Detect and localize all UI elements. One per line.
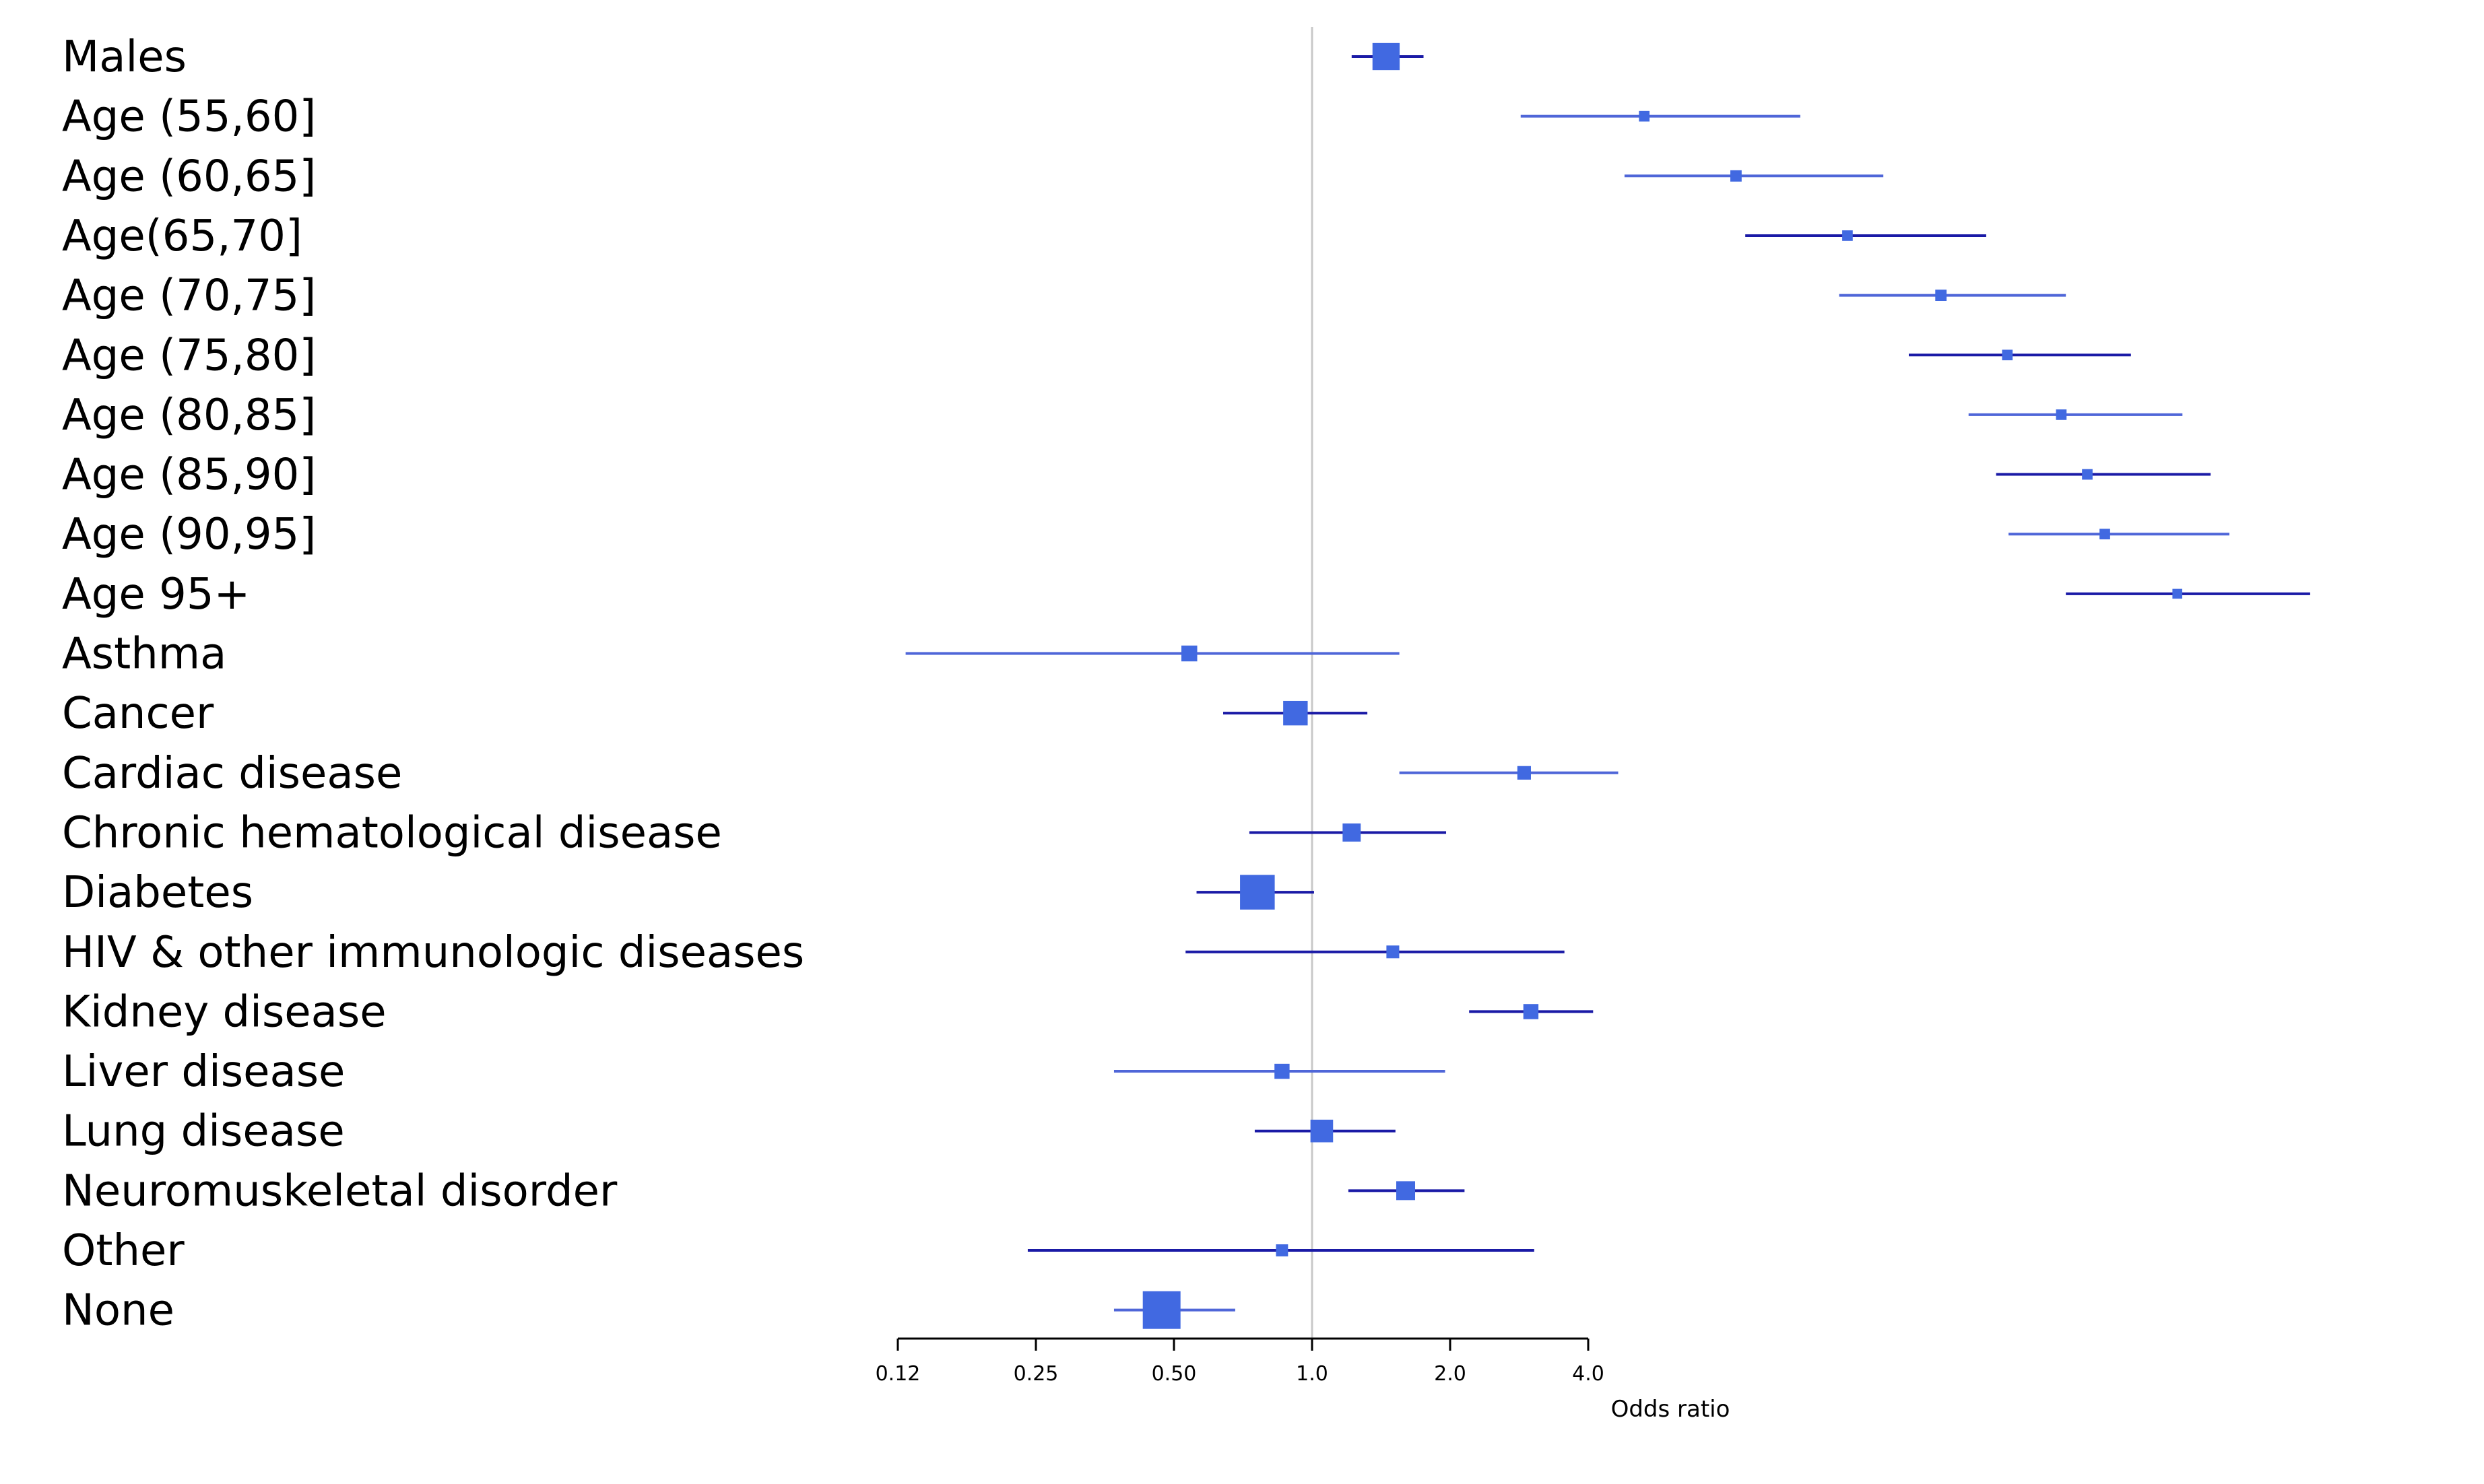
row-label-age-60-65: Age (60,65] <box>62 151 316 201</box>
point-estimate-hiv-other-immunologic-diseases <box>1386 945 1400 959</box>
row-label-neuromuskeletal-disorder: Neuromuskeletal disorder <box>62 1166 618 1216</box>
x-tick-label-0.12: 0.12 <box>876 1362 921 1386</box>
row-label-age-55-60: Age (55,60] <box>62 92 316 142</box>
point-estimate-chronic-hematological-disease <box>1342 823 1361 842</box>
row-label-layer: Males Age (55,60] Age (60,65] Age(65,70] Age… <box>62 32 804 1336</box>
row-label-cancer: Cancer <box>62 689 214 739</box>
point-estimate-none <box>1142 1291 1181 1329</box>
point-estimate-lung-disease <box>1310 1119 1334 1143</box>
point-estimate-males <box>1372 42 1400 71</box>
row-label-age-90-95: Age (90,95] <box>62 510 316 560</box>
x-axis: 0.12 0.25 0.50 1.0 2.0 4.0 <box>876 1337 1604 1386</box>
point-estimate-liver-disease <box>1274 1063 1290 1079</box>
point-estimate-cardiac-disease <box>1517 766 1531 780</box>
point-estimate-age-95 <box>2172 588 2182 599</box>
x-tick-label-0.50: 0.50 <box>1152 1362 1197 1386</box>
row-label-cardiac-disease: Cardiac disease <box>62 749 402 799</box>
x-tick-label-2.0: 2.0 <box>1434 1362 1466 1386</box>
point-estimate-asthma <box>1181 645 1198 662</box>
point-estimate-cancer <box>1283 700 1308 726</box>
point-estimate-diabetes <box>1240 875 1275 910</box>
point-estimate-age-60-65 <box>1730 170 1742 182</box>
row-label-males: Males <box>62 32 187 82</box>
row-label-age-95: Age 95+ <box>62 570 250 619</box>
row-label-age-75-80: Age (75,80] <box>62 331 316 380</box>
row-label-chronic-hematological-disease: Chronic hematological disease <box>62 808 722 858</box>
point-estimate-age-80-85 <box>2056 409 2067 420</box>
point-estimate-layer <box>1142 42 2182 1329</box>
point-estimate-age-75-80 <box>2002 349 2013 361</box>
x-tick-label-1.0: 1.0 <box>1296 1362 1328 1386</box>
point-estimate-age-55-60 <box>1639 110 1650 122</box>
row-label-age-70-75: Age (70,75] <box>62 271 316 321</box>
point-estimate-neuromuskeletal-disorder <box>1396 1181 1416 1201</box>
x-axis-title: Odds ratio <box>1611 1396 1730 1423</box>
row-label-none: None <box>62 1286 174 1336</box>
row-label-age-65-70: Age(65,70] <box>62 211 302 261</box>
row-label-asthma: Asthma <box>62 630 226 679</box>
point-estimate-other <box>1276 1244 1288 1256</box>
x-tick-label-4.0: 4.0 <box>1572 1362 1604 1386</box>
point-estimate-age-90-95 <box>2099 529 2110 540</box>
row-label-hiv-other-immunologic-diseases: HIV & other immunologic diseases <box>62 928 804 978</box>
row-label-age-80-85: Age (80,85] <box>62 391 316 440</box>
point-estimate-age-85-90 <box>2082 469 2093 480</box>
row-label-age-85-90: Age (85,90] <box>62 450 316 500</box>
point-estimate-kidney-disease <box>1523 1004 1539 1019</box>
confidence-interval-layer <box>905 55 2310 1312</box>
point-estimate-age-70-75 <box>1935 290 1947 301</box>
row-label-diabetes: Diabetes <box>62 868 253 918</box>
row-label-kidney-disease: Kidney disease <box>62 987 387 1037</box>
row-label-other: Other <box>62 1226 185 1276</box>
x-tick-label-0.25: 0.25 <box>1014 1362 1059 1386</box>
row-label-lung-disease: Lung disease <box>62 1107 345 1157</box>
row-label-liver-disease: Liver disease <box>62 1047 345 1097</box>
point-estimate-age-65-70 <box>1842 230 1853 241</box>
